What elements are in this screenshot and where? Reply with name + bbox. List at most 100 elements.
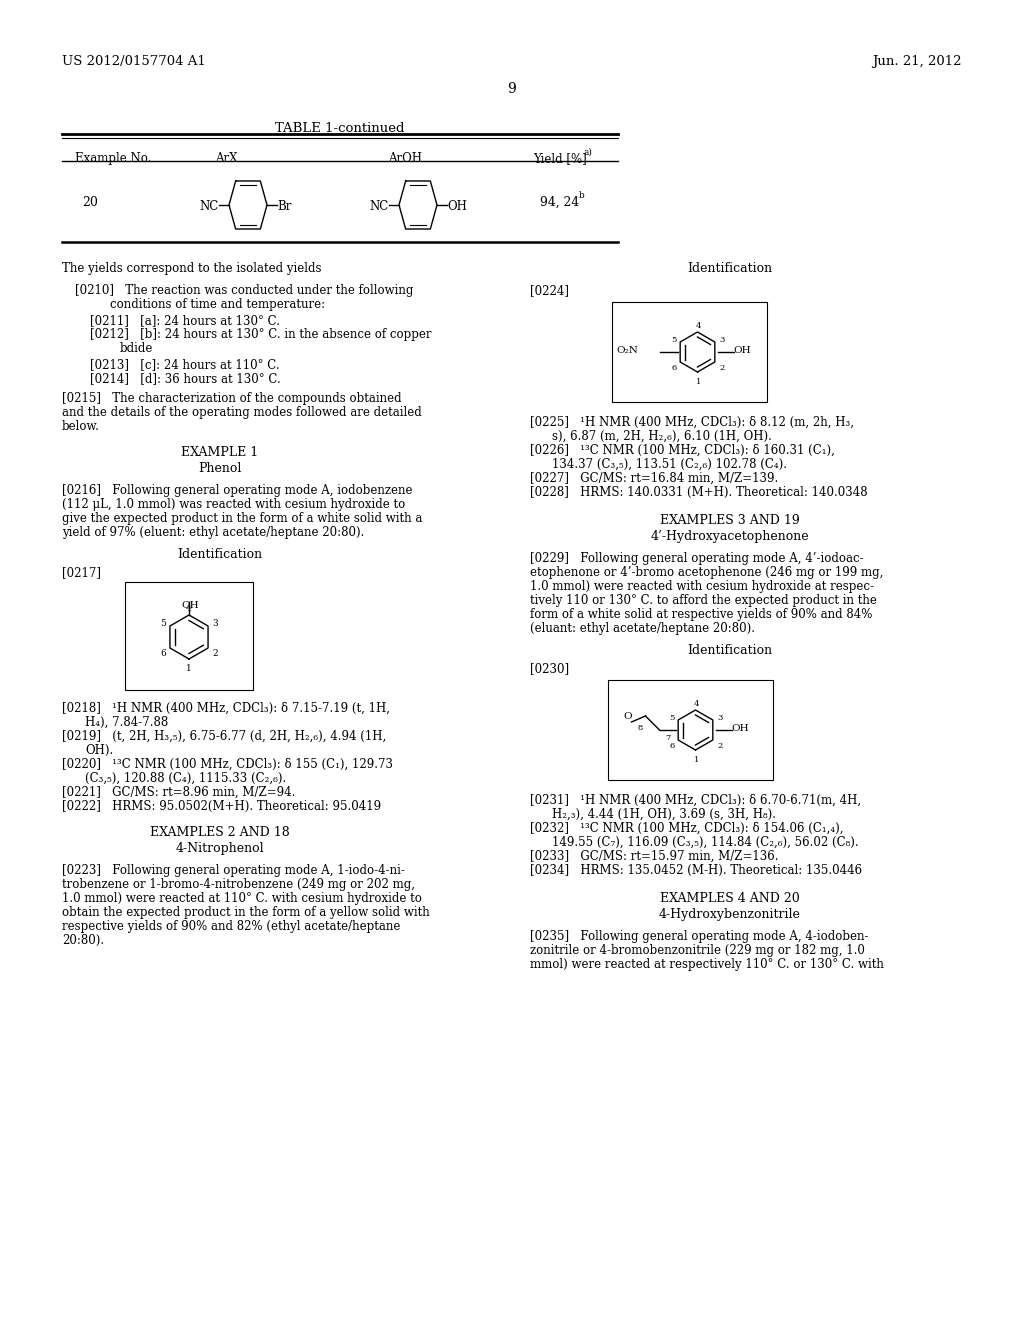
Text: [0217]: [0217] bbox=[62, 566, 101, 579]
Text: 1: 1 bbox=[695, 378, 700, 385]
Text: (C₃,₅), 120.88 (C₄), 1115.33 (C₂,₆).: (C₃,₅), 120.88 (C₄), 1115.33 (C₂,₆). bbox=[85, 772, 287, 785]
Text: [0218]   ¹H NMR (400 MHz, CDCl₃): δ 7.15-7.19 (t, 1H,: [0218] ¹H NMR (400 MHz, CDCl₃): δ 7.15-7… bbox=[62, 702, 390, 715]
Text: respective yields of 90% and 82% (ethyl acetate/heptane: respective yields of 90% and 82% (ethyl … bbox=[62, 920, 400, 933]
Text: 1.0 mmol) were reacted with cesium hydroxide at respec-: 1.0 mmol) were reacted with cesium hydro… bbox=[530, 579, 874, 593]
Text: NC: NC bbox=[369, 201, 388, 213]
Text: Jun. 21, 2012: Jun. 21, 2012 bbox=[872, 55, 962, 69]
Text: 20: 20 bbox=[82, 195, 98, 209]
Text: [0216]   Following general operating mode A, iodobenzene: [0216] Following general operating mode … bbox=[62, 484, 413, 498]
Text: [0234]   HRMS: 135.0452 (M-H). Theoretical: 135.0446: [0234] HRMS: 135.0452 (M-H). Theoretical… bbox=[530, 865, 862, 876]
Text: below.: below. bbox=[62, 420, 100, 433]
Text: 7: 7 bbox=[666, 734, 671, 742]
Text: form of a white solid at respective yields of 90% and 84%: form of a white solid at respective yiel… bbox=[530, 609, 872, 620]
Text: b: b bbox=[579, 191, 585, 201]
Text: 6: 6 bbox=[160, 649, 166, 657]
Text: Identification: Identification bbox=[177, 548, 262, 561]
Text: Identification: Identification bbox=[687, 261, 772, 275]
Text: [0213]   [c]: 24 hours at 110° C.: [0213] [c]: 24 hours at 110° C. bbox=[90, 358, 280, 371]
Text: O: O bbox=[624, 711, 632, 721]
Text: OH: OH bbox=[181, 601, 199, 610]
Text: trobenzene or 1-bromo-4-nitrobenzene (249 mg or 202 mg,: trobenzene or 1-bromo-4-nitrobenzene (24… bbox=[62, 878, 415, 891]
Text: tively 110 or 130° C. to afford the expected product in the: tively 110 or 130° C. to afford the expe… bbox=[530, 594, 877, 607]
Text: conditions of time and temperature:: conditions of time and temperature: bbox=[110, 298, 326, 312]
Text: 134.37 (C₃,₅), 113.51 (C₂,₆) 102.78 (C₄).: 134.37 (C₃,₅), 113.51 (C₂,₆) 102.78 (C₄)… bbox=[552, 458, 787, 471]
Text: (eluant: ethyl acetate/heptane 20:80).: (eluant: ethyl acetate/heptane 20:80). bbox=[530, 622, 755, 635]
Text: etophenone or 4’-bromo acetophenone (246 mg or 199 mg,: etophenone or 4’-bromo acetophenone (246… bbox=[530, 566, 884, 579]
Text: 3: 3 bbox=[718, 714, 723, 722]
Text: 4-Nitrophenol: 4-Nitrophenol bbox=[176, 842, 264, 855]
Bar bbox=[125, 582, 253, 690]
Text: 2: 2 bbox=[212, 649, 218, 657]
Text: Example No.: Example No. bbox=[75, 152, 152, 165]
Text: EXAMPLE 1: EXAMPLE 1 bbox=[181, 446, 259, 459]
Text: zonitrile or 4-bromobenzonitrile (229 mg or 182 mg, 1.0: zonitrile or 4-bromobenzonitrile (229 mg… bbox=[530, 944, 865, 957]
Text: ArOH: ArOH bbox=[388, 152, 422, 165]
Text: [0220]   ¹³C NMR (100 MHz, CDCl₃): δ 155 (C₁), 129.73: [0220] ¹³C NMR (100 MHz, CDCl₃): δ 155 (… bbox=[62, 758, 393, 771]
Text: Identification: Identification bbox=[687, 644, 772, 657]
Text: 3: 3 bbox=[720, 337, 725, 345]
Text: 4-Hydroxybenzonitrile: 4-Hydroxybenzonitrile bbox=[659, 908, 801, 921]
Text: [0219]   (t, 2H, H₃,₅), 6.75-6.77 (d, 2H, H₂,₆), 4.94 (1H,: [0219] (t, 2H, H₃,₅), 6.75-6.77 (d, 2H, … bbox=[62, 730, 386, 743]
Text: 5: 5 bbox=[670, 714, 675, 722]
Text: 4: 4 bbox=[693, 700, 699, 708]
Text: O₂N: O₂N bbox=[616, 346, 638, 355]
Text: 94, 24: 94, 24 bbox=[540, 195, 580, 209]
Text: [0227]   GC/MS: rt=16.84 min, M/Z=139.: [0227] GC/MS: rt=16.84 min, M/Z=139. bbox=[530, 473, 778, 484]
Text: [0225]   ¹H NMR (400 MHz, CDCl₃): δ 8.12 (m, 2h, H₃,: [0225] ¹H NMR (400 MHz, CDCl₃): δ 8.12 (… bbox=[530, 416, 854, 429]
Text: 5: 5 bbox=[160, 619, 166, 628]
Text: H₄), 7.84-7.88: H₄), 7.84-7.88 bbox=[85, 715, 168, 729]
Text: 2: 2 bbox=[720, 364, 725, 372]
Text: [0210]   The reaction was conducted under the following: [0210] The reaction was conducted under … bbox=[75, 284, 414, 297]
Text: obtain the expected product in the form of a yellow solid with: obtain the expected product in the form … bbox=[62, 906, 430, 919]
Text: EXAMPLES 4 AND 20: EXAMPLES 4 AND 20 bbox=[660, 892, 800, 906]
Text: 2: 2 bbox=[718, 742, 723, 750]
Bar bbox=[608, 680, 773, 780]
Text: [0228]   HRMS: 140.0331 (M+H). Theoretical: 140.0348: [0228] HRMS: 140.0331 (M+H). Theoretical… bbox=[530, 486, 867, 499]
Text: [0226]   ¹³C NMR (100 MHz, CDCl₃): δ 160.31 (C₁),: [0226] ¹³C NMR (100 MHz, CDCl₃): δ 160.3… bbox=[530, 444, 835, 457]
Text: give the expected product in the form of a white solid with a: give the expected product in the form of… bbox=[62, 512, 422, 525]
Text: 20:80).: 20:80). bbox=[62, 935, 104, 946]
Text: H₂,₃), 4.44 (1H, OH), 3.69 (s, 3H, H₈).: H₂,₃), 4.44 (1H, OH), 3.69 (s, 3H, H₈). bbox=[552, 808, 776, 821]
Text: yield of 97% (eluent: ethyl acetate/heptane 20:80).: yield of 97% (eluent: ethyl acetate/hept… bbox=[62, 525, 365, 539]
Text: 1: 1 bbox=[186, 664, 191, 673]
Text: 4: 4 bbox=[186, 605, 191, 612]
Text: [0211]   [a]: 24 hours at 130° C.: [0211] [a]: 24 hours at 130° C. bbox=[90, 314, 280, 327]
Text: [0223]   Following general operating mode A, 1-iodo-4-ni-: [0223] Following general operating mode … bbox=[62, 865, 404, 876]
Text: [0233]   GC/MS: rt=15.97 min, M/Z=136.: [0233] GC/MS: rt=15.97 min, M/Z=136. bbox=[530, 850, 778, 863]
Text: OH).: OH). bbox=[85, 744, 114, 756]
Text: 1: 1 bbox=[693, 756, 698, 764]
Text: [0215]   The characterization of the compounds obtained: [0215] The characterization of the compo… bbox=[62, 392, 401, 405]
Text: and the details of the operating modes followed are detailed: and the details of the operating modes f… bbox=[62, 407, 422, 418]
Text: 1.0 mmol) were reacted at 110° C. with cesium hydroxide to: 1.0 mmol) were reacted at 110° C. with c… bbox=[62, 892, 422, 906]
Text: 9: 9 bbox=[508, 82, 516, 96]
Text: OH: OH bbox=[733, 346, 752, 355]
Text: [0231]   ¹H NMR (400 MHz, CDCl₃): δ 6.70-6.71(m, 4H,: [0231] ¹H NMR (400 MHz, CDCl₃): δ 6.70-6… bbox=[530, 795, 861, 807]
Text: 3: 3 bbox=[212, 619, 218, 628]
Text: s), 6.87 (m, 2H, H₂,₆), 6.10 (1H, OH).: s), 6.87 (m, 2H, H₂,₆), 6.10 (1H, OH). bbox=[552, 430, 772, 444]
Text: Br: Br bbox=[278, 201, 292, 213]
Text: NC: NC bbox=[199, 201, 218, 213]
Text: mmol) were reacted at respectively 110° C. or 130° C. with: mmol) were reacted at respectively 110° … bbox=[530, 958, 884, 972]
Text: EXAMPLES 3 AND 19: EXAMPLES 3 AND 19 bbox=[660, 513, 800, 527]
Text: 4: 4 bbox=[695, 322, 701, 330]
Text: [0232]   ¹³C NMR (100 MHz, CDCl₃): δ 154.06 (C₁,₄),: [0232] ¹³C NMR (100 MHz, CDCl₃): δ 154.0… bbox=[530, 822, 844, 836]
Text: [0221]   GC/MS: rt=8.96 min, M/Z=94.: [0221] GC/MS: rt=8.96 min, M/Z=94. bbox=[62, 785, 295, 799]
Text: EXAMPLES 2 AND 18: EXAMPLES 2 AND 18 bbox=[151, 826, 290, 840]
Text: [0224]: [0224] bbox=[530, 284, 569, 297]
Text: 6: 6 bbox=[670, 742, 675, 750]
Text: The yields correspond to the isolated yields: The yields correspond to the isolated yi… bbox=[62, 261, 322, 275]
Text: (112 μL, 1.0 mmol) was reacted with cesium hydroxide to: (112 μL, 1.0 mmol) was reacted with cesi… bbox=[62, 498, 406, 511]
Text: 6: 6 bbox=[672, 364, 677, 372]
Text: TABLE 1-continued: TABLE 1-continued bbox=[275, 121, 404, 135]
Text: 4’-Hydroxyacetophenone: 4’-Hydroxyacetophenone bbox=[650, 531, 809, 543]
Text: [0230]: [0230] bbox=[530, 663, 569, 675]
Text: a): a) bbox=[583, 148, 592, 157]
Text: [0229]   Following general operating mode A, 4’-iodoac-: [0229] Following general operating mode … bbox=[530, 552, 863, 565]
Text: [0214]   [d]: 36 hours at 130° C.: [0214] [d]: 36 hours at 130° C. bbox=[90, 372, 281, 385]
Text: OH: OH bbox=[447, 201, 467, 213]
Bar bbox=[612, 302, 767, 403]
Text: bdide: bdide bbox=[120, 342, 154, 355]
Text: [0235]   Following general operating mode A, 4-iodoben-: [0235] Following general operating mode … bbox=[530, 931, 868, 942]
Text: Yield [%]: Yield [%] bbox=[534, 152, 587, 165]
Text: 149.55 (C₇), 116.09 (C₃,₅), 114.84 (C₂,₆), 56.02 (C₈).: 149.55 (C₇), 116.09 (C₃,₅), 114.84 (C₂,₆… bbox=[552, 836, 859, 849]
